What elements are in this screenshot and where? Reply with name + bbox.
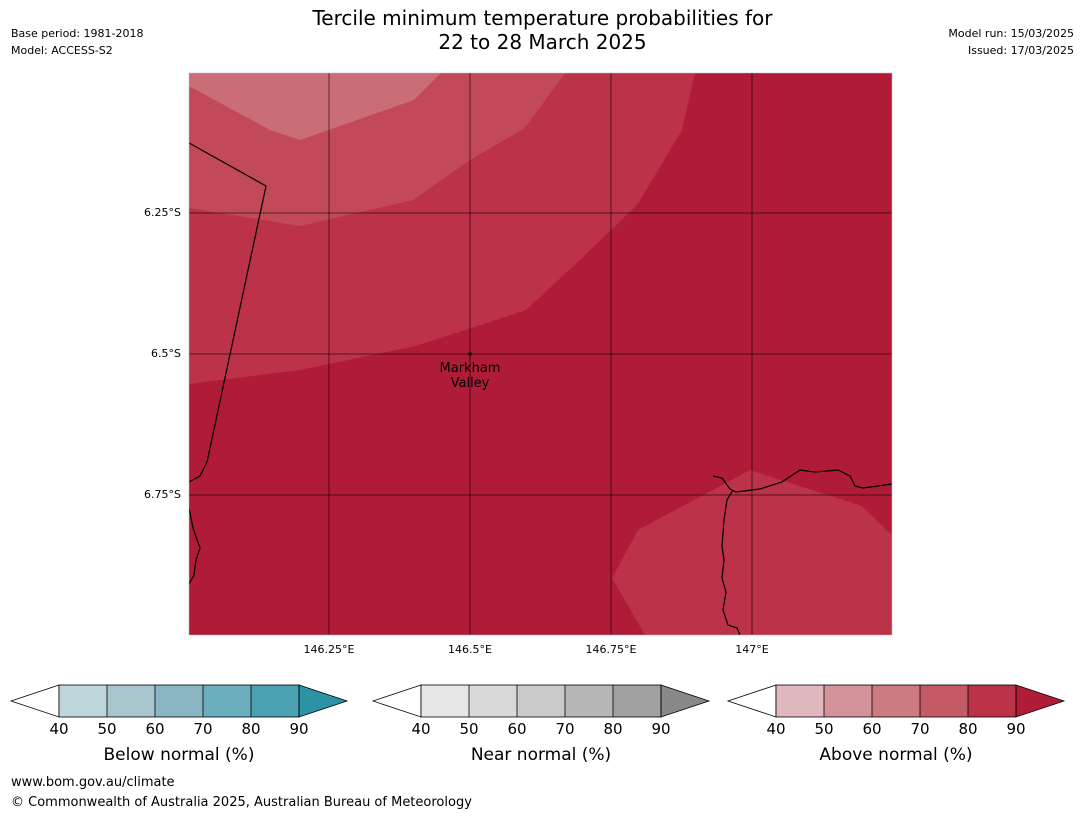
issued-date: Issued: 17/03/2025 [967,44,1074,57]
colorbar-tick: 40 [411,720,431,738]
colorbar-tick: 40 [49,720,69,738]
lon-label: 146.75°E [585,643,637,656]
colorbar-tick: 40 [766,720,786,738]
lat-label: 6.75°S [144,488,181,501]
colorbar-tick: 50 [814,720,834,738]
colorbar-label-near: Near normal (%) [470,745,612,765]
map-title: Tercile minimum temperature probabilitie… [0,6,1085,54]
colorbar-tick: 90 [1006,720,1026,738]
model-name: Model: ACCESS-S2 [11,44,113,57]
place-marker [468,352,472,356]
colorbar-tick: 60 [507,720,527,738]
title-line-1: Tercile minimum temperature probabilitie… [312,6,773,30]
colorbar-tick: 70 [910,720,930,738]
lon-label: 146.5°E [448,643,492,656]
colorbar-near-normal [371,684,711,718]
colorbar-tick: 60 [145,720,165,738]
colorbar-tick: 50 [459,720,479,738]
place-label: Markham Valley [420,361,520,391]
title-line-2: 22 to 28 March 2025 [438,30,647,54]
colorbar-label-below: Below normal (%) [103,745,255,765]
colorbar-tick: 80 [958,720,978,738]
lat-label: 6.5°S [151,347,181,360]
colorbar-above-normal [726,684,1066,718]
colorbar-below-normal [9,684,349,718]
colorbar-tick: 90 [289,720,309,738]
boundaries [189,142,892,635]
place-name-line-2: Valley [450,376,490,391]
base-period: Base period: 1981-2018 [11,27,144,40]
colorbar-tick: 80 [603,720,623,738]
colorbar-tick: 90 [651,720,671,738]
graticule [189,73,892,635]
lon-label: 147°E [735,643,769,656]
colorbar-tick: 70 [555,720,575,738]
colorbar-tick: 50 [97,720,117,738]
colorbar-tick: 80 [241,720,261,738]
lon-label: 146.25°E [303,643,355,656]
model-run: Model run: 15/03/2025 [948,27,1074,40]
place-name-line-1: Markham [439,361,501,376]
lat-label: 6.25°S [144,206,181,219]
meta-left: Base period: 1981-2018 Model: ACCESS-S2 [11,25,143,59]
colorbar-tick: 70 [193,720,213,738]
footer-url: www.bom.gov.au/climate [11,775,175,790]
colorbars [9,684,1066,718]
footer-copyright: © Commonwealth of Australia 2025, Austra… [11,795,472,810]
colorbar-label-above: Above normal (%) [819,745,973,765]
region-above-50 [189,73,441,140]
meta-right: Model run: 15/03/2025 Issued: 17/03/2025 [948,25,1074,59]
colorbar-tick: 60 [862,720,882,738]
